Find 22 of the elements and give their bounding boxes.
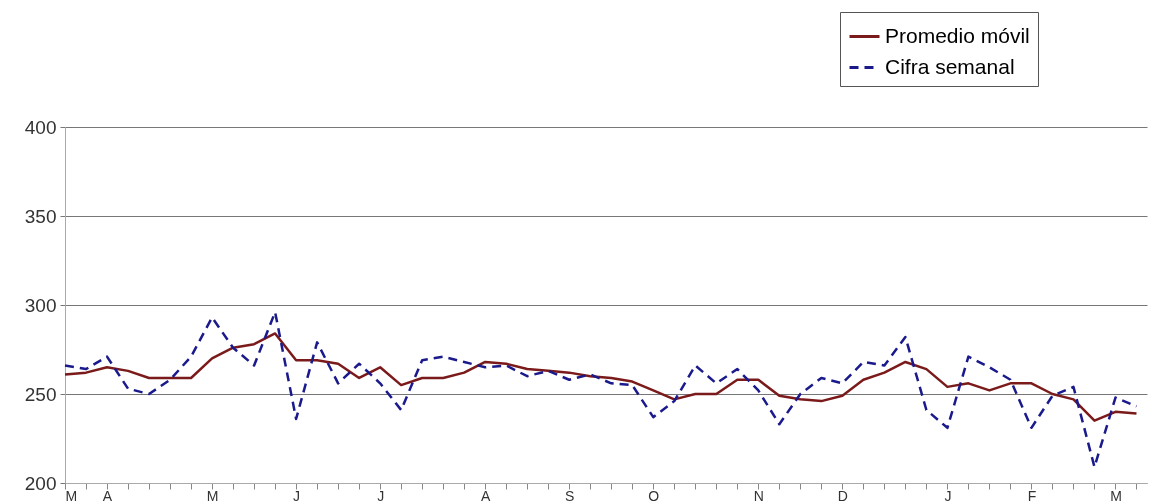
y-tick-label: 400: [24, 116, 57, 138]
x-tick-label: S: [565, 487, 575, 502]
legend-label: Cifra semanal: [885, 54, 1015, 78]
x-tick-label: A: [481, 487, 492, 502]
y-tick-label: 350: [24, 205, 57, 227]
y-tick-label: 300: [24, 294, 57, 316]
line-series: [63, 332, 1138, 422]
x-tick-label: D: [837, 487, 848, 502]
x-tick-label: M: [65, 487, 78, 502]
y-tick-label: 200: [24, 472, 57, 494]
x-tick-label: M: [1110, 487, 1122, 502]
x-tick-label: N: [753, 487, 764, 502]
x-tick-label: F: [1027, 487, 1037, 502]
x-tick-label: A: [102, 487, 113, 502]
x-tick-label: J: [944, 487, 952, 502]
x-tick-label: M: [206, 487, 219, 502]
x-tick-label: J: [293, 487, 301, 502]
y-tick-label: 250: [24, 383, 57, 405]
legend-label: Promedio móvil: [885, 23, 1030, 47]
x-tick-label: O: [648, 487, 660, 502]
line-series: [63, 310, 1138, 469]
x-tick-label: J: [377, 487, 385, 502]
